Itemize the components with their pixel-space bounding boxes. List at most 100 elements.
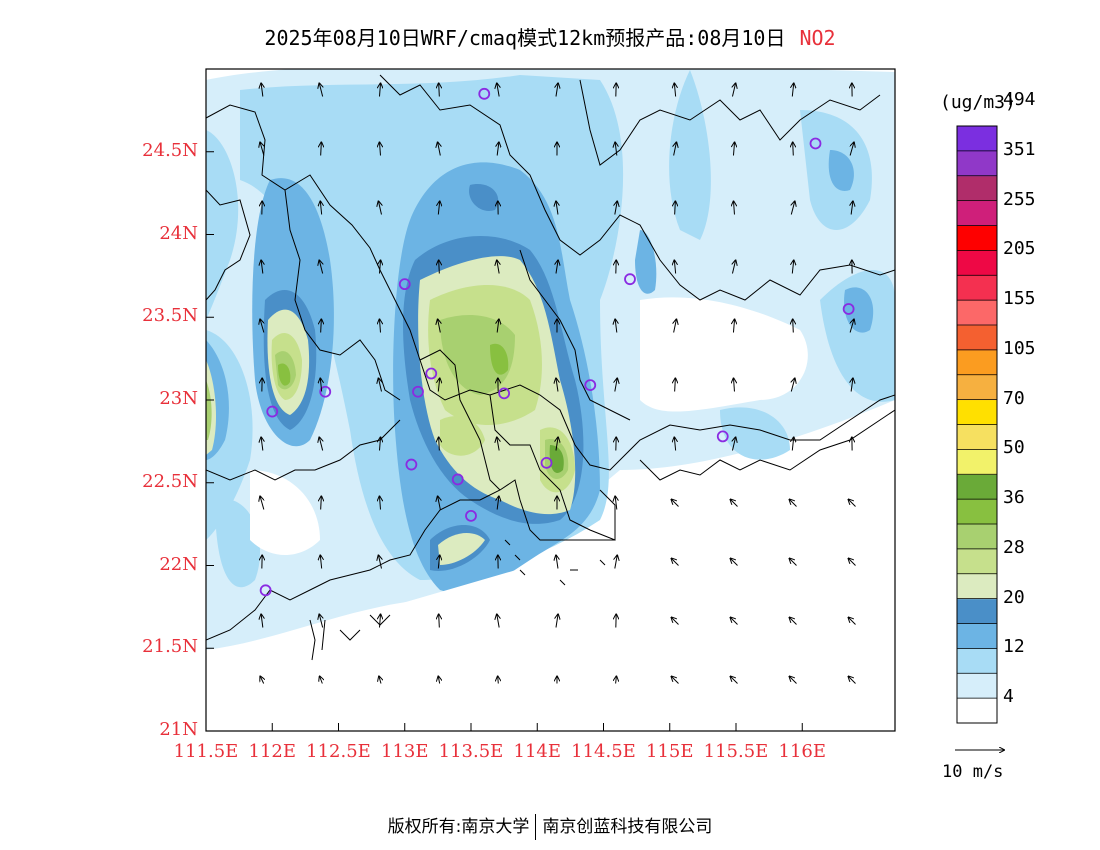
wind-arrow: [731, 677, 738, 684]
wind-arrow: [498, 677, 499, 684]
wind-arrow: [732, 84, 735, 97]
wind-arrow: [438, 556, 439, 569]
station-marker: [478, 87, 491, 100]
wind-arrow: [320, 677, 323, 684]
wind-arrow: [790, 677, 797, 684]
wind-arrow: [672, 500, 679, 507]
lat-label: 24.5N: [142, 139, 198, 161]
lat-label: 21.5N: [142, 636, 198, 658]
station-marker: [425, 367, 438, 380]
wind-arrow: [849, 618, 856, 625]
wind-arrows: [260, 84, 855, 684]
lat-label: 23.5N: [142, 305, 198, 327]
wind-arrow: [793, 320, 794, 333]
station-marker: [266, 405, 279, 418]
wind-arrow: [731, 559, 738, 566]
wind-arrow: [615, 143, 617, 156]
wind-arrow: [674, 143, 677, 156]
wind-arrow: [321, 143, 322, 156]
station-marker: [498, 387, 511, 400]
wind-arrow: [497, 143, 499, 156]
colorbar-swatch: [957, 374, 997, 401]
colorbar-label: 4: [1003, 686, 1014, 708]
wind-arrow: [319, 615, 322, 628]
wind-arrow: [380, 320, 381, 333]
wind-arrow: [320, 379, 321, 392]
colorbar-label: 494: [1003, 89, 1036, 111]
wind-arrow: [792, 261, 793, 274]
colorbar-frame: [956, 125, 998, 724]
wind-arrow: [790, 618, 797, 625]
wind-arrow: [849, 500, 856, 507]
wind-arrow: [674, 261, 675, 274]
lon-label: 114E: [513, 741, 562, 762]
wind-arrow: [675, 379, 676, 392]
wind-arrow: [260, 497, 264, 510]
colorbar-swatch: [957, 300, 997, 326]
colorbar-swatch: [957, 150, 997, 177]
wind-arrow: [379, 438, 380, 451]
colorbar-label: 36: [1003, 487, 1025, 509]
colorbar-label: 205: [1003, 238, 1036, 260]
lon-label: 116E: [778, 741, 827, 762]
station-marker: [624, 273, 636, 286]
wind-arrow: [850, 320, 854, 333]
wind-arrow: [319, 84, 322, 97]
wind-arrow: [321, 320, 322, 333]
colorbar-swatch: [957, 548, 997, 575]
wind-arrow: [731, 618, 738, 625]
colorbar-swatch: [957, 399, 997, 425]
colorbar-swatch: [957, 648, 997, 674]
wind-arrow: [556, 438, 558, 451]
wind-arrow: [556, 379, 558, 392]
lon-label: 114.5E: [571, 741, 636, 762]
colorbar-swatch: [957, 175, 997, 202]
colorbar-label: 255: [1003, 188, 1036, 210]
wind-arrow: [851, 202, 853, 215]
wind-arrow: [379, 677, 381, 684]
colorbar-swatch: [957, 598, 997, 624]
wind-arrow: [793, 143, 794, 156]
wind-arrow: [791, 379, 794, 392]
wind-arrow: [791, 202, 794, 215]
station-marker: [540, 456, 553, 469]
wind-arrow: [439, 84, 440, 97]
footer-separator: [535, 814, 537, 840]
station-marker: [398, 278, 411, 291]
wind-arrow: [790, 500, 797, 507]
colorbar-label: 105: [1003, 337, 1036, 359]
wind-arrow: [379, 84, 380, 97]
colorbar-swatch: [957, 524, 997, 550]
colorbar-label: 351: [1003, 138, 1036, 160]
wind-arrow: [734, 379, 735, 392]
wind-arrow: [497, 497, 499, 510]
boundary-lines: [206, 74, 895, 661]
wind-arrow: [732, 438, 735, 451]
station-marker: [451, 473, 464, 486]
wind-arrow: [733, 143, 734, 156]
colorbar-label: 12: [1003, 636, 1025, 658]
wind-arrow: [319, 261, 322, 274]
wind-arrow: [790, 559, 797, 566]
wind-arrow: [438, 677, 439, 684]
colorbar-swatch: [957, 424, 997, 450]
station-marker: [465, 509, 477, 522]
colorbar-swatch: [957, 225, 997, 251]
wind-arrow: [615, 320, 617, 333]
wind-arrow: [439, 261, 440, 274]
wind-arrow: [556, 556, 558, 569]
wind-arrow: [674, 320, 677, 333]
lon-label: 111.5E: [173, 741, 239, 762]
colorbar-swatch: [957, 325, 997, 351]
colorbar-swatch: [957, 449, 997, 475]
wind-arrow: [616, 677, 617, 684]
wind-arrow: [556, 84, 558, 97]
wind-arrow: [497, 320, 499, 333]
colorbar-swatch: [957, 275, 997, 301]
wind-arrow: [379, 202, 382, 215]
colorbar-swatch: [957, 623, 997, 649]
lat-label: 23N: [159, 388, 198, 409]
wind-arrow: [615, 497, 617, 510]
lon-label: 112E: [248, 741, 297, 762]
wind-arrow: [438, 379, 439, 392]
